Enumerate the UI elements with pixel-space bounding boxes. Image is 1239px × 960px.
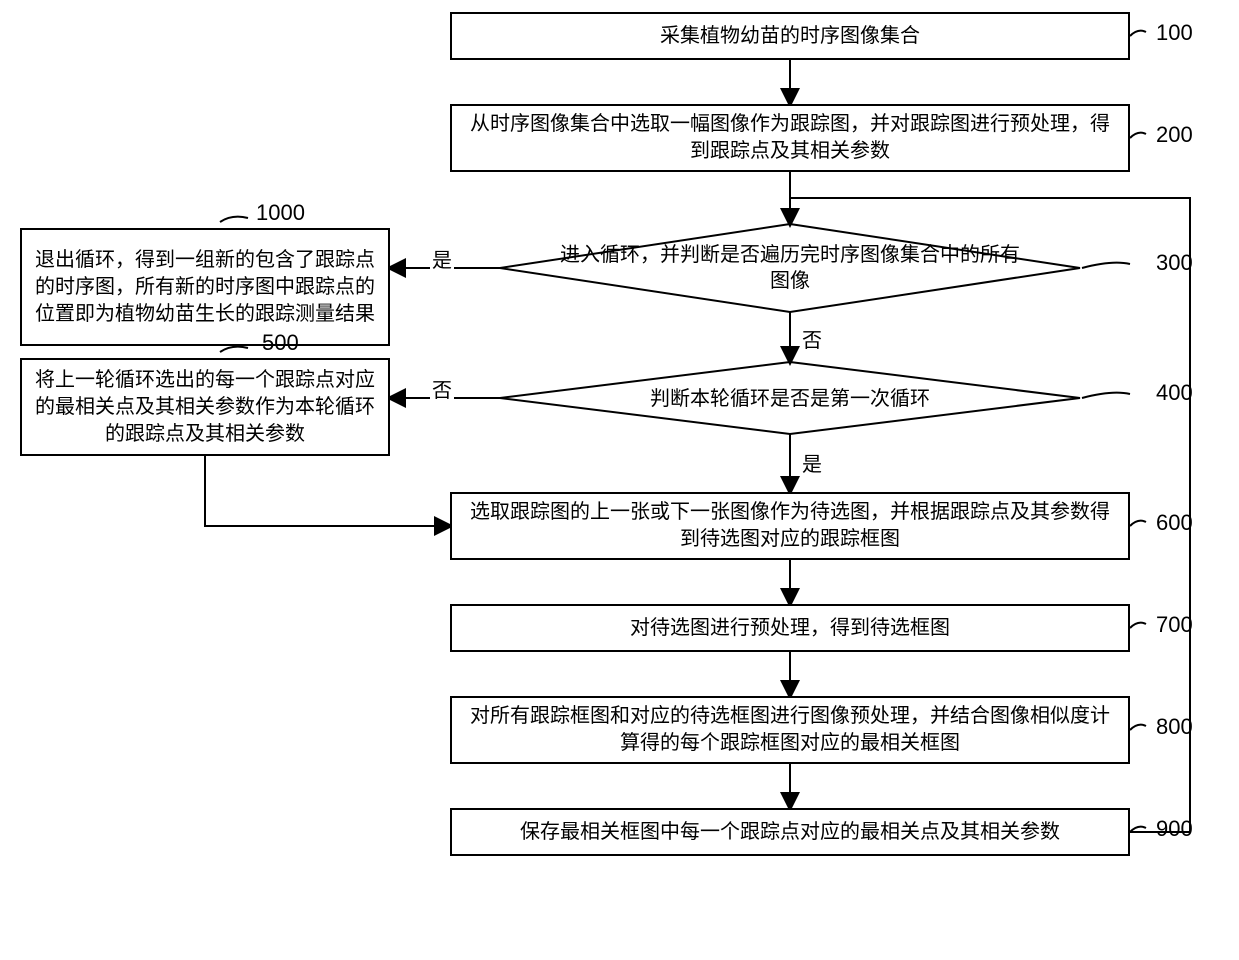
process-500-text: 将上一轮循环选出的每一个跟踪点对应的最相关点及其相关参数作为本轮循环的跟踪点及其…: [32, 367, 378, 448]
decision-400-text: 判断本轮循环是否是第一次循环: [650, 388, 930, 410]
process-1000: 退出循环，得到一组新的包含了跟踪点的时序图，所有新的时序图中跟踪点的位置即为植物…: [20, 228, 390, 346]
label-300-no: 否: [800, 324, 824, 353]
ref-900: 900: [1156, 816, 1193, 842]
ref-700: 700: [1156, 612, 1193, 638]
label-400-yes: 是: [800, 448, 824, 477]
ref-500: 500: [262, 330, 299, 356]
process-100-text: 采集植物幼苗的时序图像集合: [660, 23, 920, 50]
process-800: 对所有跟踪框图和对应的待选框图进行图像预处理，并结合图像相似度计算得的每个跟踪框…: [450, 696, 1130, 764]
process-1000-text: 退出循环，得到一组新的包含了跟踪点的时序图，所有新的时序图中跟踪点的位置即为植物…: [32, 247, 378, 328]
process-700: 对待选图进行预处理，得到待选框图: [450, 604, 1130, 652]
label-300-yes: 是: [430, 244, 454, 273]
process-600-text: 选取跟踪图的上一张或下一张图像作为待选图，并根据跟踪点及其参数得到待选图对应的跟…: [462, 499, 1118, 553]
ref-300: 300: [1156, 250, 1193, 276]
process-900: 保存最相关框图中每一个跟踪点对应的最相关点及其相关参数: [450, 808, 1130, 856]
process-600: 选取跟踪图的上一张或下一张图像作为待选图，并根据跟踪点及其参数得到待选图对应的跟…: [450, 492, 1130, 560]
ref-400: 400: [1156, 380, 1193, 406]
decision-300-text: 进入循环，并判断是否遍历完时序图像集合中的所有图像: [560, 244, 1020, 292]
process-100: 采集植物幼苗的时序图像集合: [450, 12, 1130, 60]
ref-1000: 1000: [256, 200, 305, 226]
ref-600: 600: [1156, 510, 1193, 536]
label-400-no: 否: [430, 374, 454, 403]
process-200: 从时序图像集合中选取一幅图像作为跟踪图，并对跟踪图进行预处理，得到跟踪点及其相关…: [450, 104, 1130, 172]
decision-400-text-wrap: 判断本轮循环是否是第一次循环: [590, 386, 990, 412]
process-700-text: 对待选图进行预处理，得到待选框图: [630, 615, 950, 642]
decision-300-text-wrap: 进入循环，并判断是否遍历完时序图像集合中的所有图像: [560, 242, 1020, 294]
process-200-text: 从时序图像集合中选取一幅图像作为跟踪图，并对跟踪图进行预处理，得到跟踪点及其相关…: [462, 111, 1118, 165]
ref-200: 200: [1156, 122, 1193, 148]
ref-800: 800: [1156, 714, 1193, 740]
process-900-text: 保存最相关框图中每一个跟踪点对应的最相关点及其相关参数: [520, 819, 1060, 846]
ref-100: 100: [1156, 20, 1193, 46]
process-800-text: 对所有跟踪框图和对应的待选框图进行图像预处理，并结合图像相似度计算得的每个跟踪框…: [462, 703, 1118, 757]
process-500: 将上一轮循环选出的每一个跟踪点对应的最相关点及其相关参数作为本轮循环的跟踪点及其…: [20, 358, 390, 456]
